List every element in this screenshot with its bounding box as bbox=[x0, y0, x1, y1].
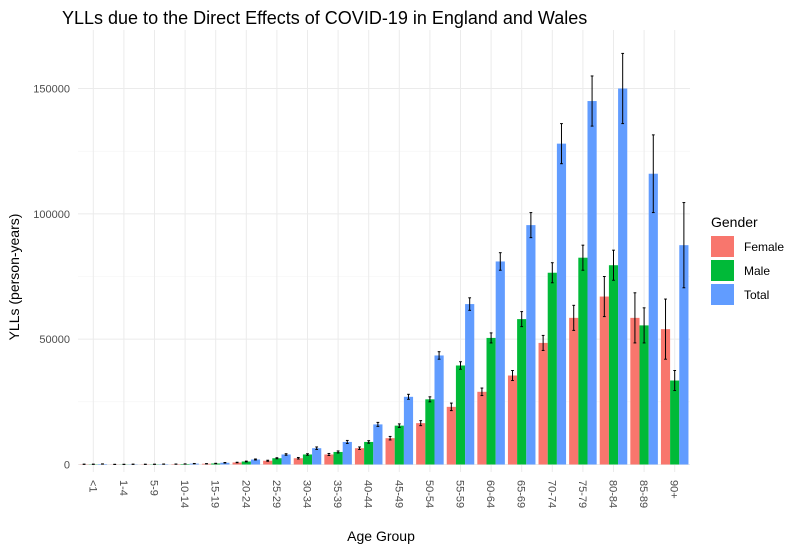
x-tick-label: 30-34 bbox=[301, 480, 313, 508]
bar-male bbox=[394, 425, 404, 465]
bar-male bbox=[578, 257, 588, 465]
bar-total bbox=[342, 441, 352, 465]
bar-female bbox=[324, 454, 334, 465]
grid-layer bbox=[78, 30, 690, 472]
x-tick-label: 75-79 bbox=[576, 480, 588, 508]
bar-male bbox=[486, 337, 496, 465]
bar-female bbox=[569, 317, 579, 465]
x-tick-label: 50-54 bbox=[423, 480, 435, 508]
bar-total bbox=[250, 459, 261, 465]
bars-layer bbox=[79, 88, 689, 465]
x-axis-title: Age Group bbox=[347, 528, 415, 544]
bar-male bbox=[241, 461, 251, 465]
bar-total bbox=[679, 245, 689, 465]
x-tick-label: 20-24 bbox=[239, 480, 251, 508]
bar-male bbox=[455, 365, 466, 465]
y-axis-title: YLLs (person-years) bbox=[6, 214, 22, 341]
legend-items: Female Male Total bbox=[711, 236, 784, 305]
x-tick-label: 35-39 bbox=[331, 480, 343, 508]
bar-female bbox=[385, 438, 395, 465]
x-tick-label: 90+ bbox=[668, 480, 680, 499]
y-tick-label: 0 bbox=[64, 460, 70, 472]
x-tick-label: 45-49 bbox=[392, 480, 404, 508]
bar-female bbox=[263, 460, 273, 465]
bar-male bbox=[272, 458, 282, 465]
y-tick-label: 50000 bbox=[39, 334, 70, 346]
y-tick-labels: 0 50000 100000 150000 bbox=[33, 84, 70, 472]
legend: Gender Female Male Total bbox=[711, 214, 784, 305]
bar-female bbox=[660, 329, 671, 465]
legend-swatch-male bbox=[711, 260, 734, 281]
bar-female bbox=[416, 423, 426, 465]
bar-total bbox=[495, 261, 505, 465]
bar-total bbox=[281, 454, 291, 465]
bar-male bbox=[608, 265, 619, 465]
bar-female bbox=[599, 296, 609, 465]
bar-male bbox=[547, 272, 557, 465]
x-tick-label: 80-84 bbox=[607, 480, 619, 508]
bar-total bbox=[434, 355, 444, 465]
x-tick-label: 60-64 bbox=[484, 480, 496, 508]
bar-total bbox=[403, 396, 414, 465]
x-tick-label: 40-44 bbox=[362, 480, 374, 508]
bar-female bbox=[232, 462, 242, 465]
bar-male bbox=[302, 454, 313, 465]
bar-total bbox=[220, 462, 230, 465]
bar-total bbox=[648, 173, 658, 465]
bar-male bbox=[425, 399, 435, 465]
y-tick-label: 150000 bbox=[33, 84, 70, 96]
bar-total bbox=[587, 101, 597, 465]
x-tick-label: 85-89 bbox=[637, 480, 649, 508]
bar-total bbox=[465, 304, 475, 465]
x-tick-labels: <1 1-4 5-9 10-14 15-19 20-24 25-29 30-34 35-39 40… bbox=[86, 480, 679, 508]
y-tick-label: 100000 bbox=[33, 209, 70, 221]
x-tick-label: 5-9 bbox=[148, 480, 160, 496]
legend-swatch-total bbox=[711, 284, 734, 305]
bar-female bbox=[538, 342, 548, 465]
legend-label-female: Female bbox=[744, 240, 784, 254]
bar-female bbox=[507, 375, 518, 465]
bar-female bbox=[354, 448, 365, 465]
x-tick-label: 25-29 bbox=[270, 480, 282, 508]
bar-total bbox=[556, 143, 567, 465]
bar-male bbox=[517, 319, 527, 465]
legend-label-total: Total bbox=[744, 288, 769, 302]
bar-female bbox=[630, 317, 640, 465]
x-tick-label: 15-19 bbox=[209, 480, 221, 508]
bar-female bbox=[293, 458, 303, 465]
x-tick-label: 10-14 bbox=[178, 480, 190, 508]
x-tick-label: 55-59 bbox=[454, 480, 466, 508]
bar-total bbox=[526, 225, 536, 465]
error-bars-layer bbox=[82, 52, 686, 465]
bar-male bbox=[670, 380, 680, 465]
bar-female bbox=[477, 391, 487, 465]
chart-title: YLLs due to the Direct Effects of COVID-… bbox=[62, 8, 587, 28]
bar-total bbox=[618, 88, 628, 465]
legend-label-male: Male bbox=[744, 264, 770, 278]
bar-total bbox=[312, 448, 322, 465]
bar-female bbox=[446, 406, 456, 465]
x-tick-label: 1-4 bbox=[117, 480, 129, 496]
bar-male bbox=[333, 451, 343, 465]
bar-male bbox=[639, 325, 649, 465]
legend-title: Gender bbox=[711, 214, 758, 230]
x-tick-label: <1 bbox=[86, 480, 98, 493]
x-tick-label: 70-74 bbox=[545, 480, 557, 508]
x-tick-label: 65-69 bbox=[515, 480, 527, 508]
bar-male bbox=[364, 441, 374, 465]
legend-swatch-female bbox=[711, 236, 734, 257]
bar-total bbox=[373, 424, 383, 465]
